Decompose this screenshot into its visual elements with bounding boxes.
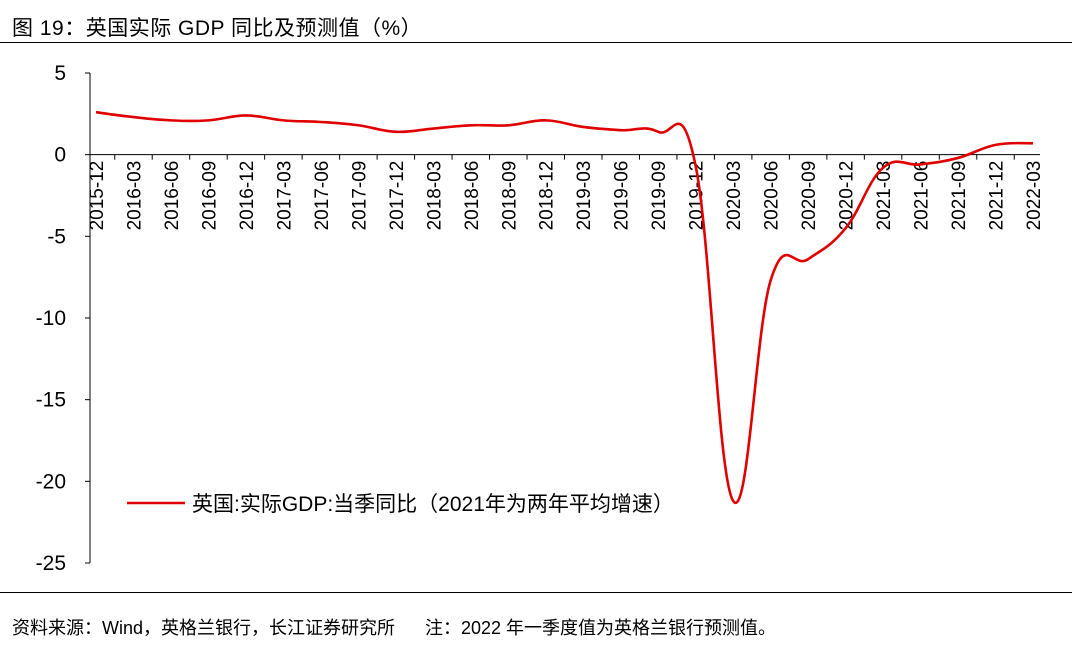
y-tick-label: -25 [36, 552, 66, 575]
x-tick-label: 2020-06 [762, 161, 783, 231]
line-chart: 5 0 -5 -10 -15 -20 -25 2015-12 2016-03 2016-06 201… [36, 62, 1045, 575]
source-line: 资料来源：Wind，英格兰银行，长江证券研究所 注：2022 年一季度值为英格兰银… [12, 614, 776, 640]
x-tick-label: 2016-03 [124, 161, 145, 231]
x-tick-label: 2020-03 [724, 161, 745, 231]
x-tick-label: 2017-12 [387, 161, 408, 231]
x-tick-label: 2019-03 [574, 161, 595, 231]
x-tick-label: 2017-06 [312, 161, 333, 231]
x-tick-label: 2021-03 [874, 161, 895, 231]
x-tick-label: 2015-12 [87, 161, 108, 231]
title-rule [0, 42, 1072, 43]
y-tick-label: -15 [36, 389, 66, 412]
chart-title: 图 19：英国实际 GDP 同比及预测值（%） [12, 17, 423, 40]
x-tick-label: 2020-09 [799, 161, 820, 231]
x-tick-label: 2019-06 [612, 161, 633, 231]
legend-label: 英国:实际GDP:当季同比（2021年为两年平均增速） [192, 493, 674, 516]
x-tick-label: 2018-06 [462, 161, 483, 231]
x-tick-label: 2022-03 [1024, 161, 1045, 231]
y-tick-label: -20 [36, 470, 66, 493]
x-tick-label: 2016-09 [199, 161, 220, 231]
x-tick-label: 2021-09 [949, 161, 970, 231]
x-tick-label: 2018-03 [424, 161, 445, 231]
x-tick-label: 2017-03 [274, 161, 295, 231]
x-tick-label: 2021-06 [912, 161, 933, 231]
y-tick-label: -10 [36, 307, 66, 330]
x-tick-label: 2016-12 [237, 161, 258, 231]
x-tick-label: 2021-12 [987, 161, 1008, 231]
x-tick-label: 2019-09 [649, 161, 670, 231]
series-line-gdp [95, 110, 1034, 505]
footer-rule [0, 592, 1072, 593]
source-text: 资料来源：Wind，英格兰银行，长江证券研究所 [12, 618, 396, 638]
y-tick-label: 0 [54, 144, 66, 167]
x-tick-label: 2017-09 [349, 161, 370, 231]
x-tick-label: 2018-09 [499, 161, 520, 231]
y-tick-label: 5 [54, 62, 66, 85]
note-text: 注：2022 年一季度值为英格兰银行预测值。 [425, 618, 777, 638]
x-tick-label: 2016-06 [162, 161, 183, 231]
x-tick-label: 2018-12 [537, 161, 558, 231]
x-tick-label: 2020-12 [837, 161, 858, 231]
y-tick-label: -5 [47, 225, 66, 248]
